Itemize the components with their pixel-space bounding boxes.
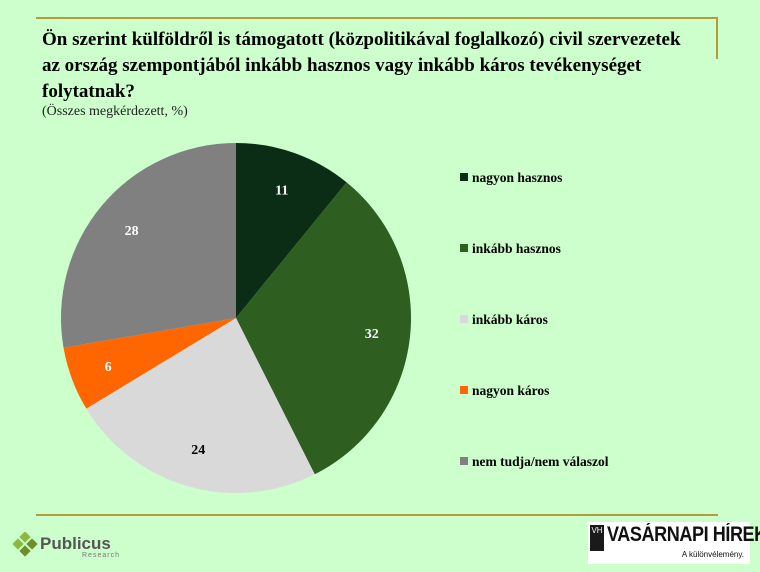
- pie-slice-3: [86, 318, 315, 493]
- publicus-logo: Publicus Research: [10, 530, 150, 564]
- vh-mark: VH: [590, 525, 604, 551]
- vh-name: VASÁRNAPI HÍREK: [607, 523, 760, 546]
- vasarnapi-hirek-logo: VH VASÁRNAPI HÍREK A különvélemény.: [588, 522, 760, 564]
- legend-swatch-3: [460, 315, 468, 323]
- data-label-3: 24: [191, 443, 205, 458]
- pie-slice-1: [236, 143, 347, 318]
- top-rule: [36, 17, 718, 19]
- legend-item-1: nagyon hasznos: [460, 170, 562, 190]
- legend-swatch-5: [460, 457, 468, 465]
- publicus-name: Publicus: [40, 534, 111, 553]
- data-label-1: 11: [275, 183, 288, 198]
- pie-slice-2: [236, 182, 412, 475]
- publicus-diamond-icon: [12, 532, 38, 557]
- legend-swatch-4: [460, 386, 468, 394]
- vh-tagline: A különvélemény.: [681, 550, 744, 559]
- legend-label-2: inkább hasznos: [472, 241, 561, 256]
- data-label-5: 28: [125, 224, 139, 239]
- legend-label-4: nagyon káros: [472, 383, 550, 398]
- legend-label-3: inkább káros: [472, 312, 548, 327]
- legend-label-1: nagyon hasznos: [472, 170, 563, 185]
- chart-subtitle: (Összes megkérdezett, %): [42, 104, 188, 119]
- legend-item-2: inkább hasznos: [460, 241, 561, 261]
- legend-item-3: inkább káros: [460, 312, 548, 332]
- pie-slice-4: [63, 318, 237, 409]
- legend-item-4: nagyon káros: [460, 383, 549, 403]
- legend-item-5: nem tudja/nem válaszol: [460, 454, 609, 474]
- legend-swatch-2: [460, 244, 468, 252]
- legend-label-5: nem tudja/nem válaszol: [472, 454, 609, 469]
- data-label-4: 6: [105, 360, 112, 375]
- chart-title: Ön szerint külföldről is támogatott (köz…: [42, 29, 681, 102]
- bottom-rule: [36, 514, 718, 516]
- pie-slice-5: [60, 142, 236, 348]
- data-label-2: 32: [365, 327, 379, 342]
- top-rule-edge: [716, 17, 718, 59]
- publicus-sub: Research: [82, 552, 120, 559]
- legend-swatch-1: [460, 173, 468, 181]
